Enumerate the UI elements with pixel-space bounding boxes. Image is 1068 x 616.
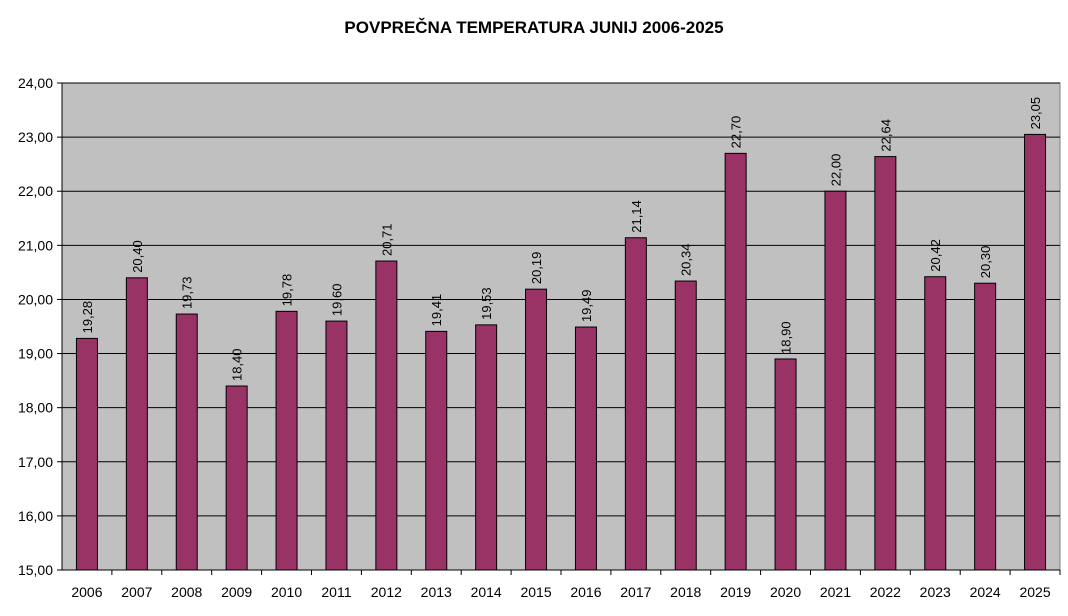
x-tick-label: 2017 [620, 584, 651, 600]
y-tick-label: 16,00 [18, 508, 53, 524]
bar [225, 385, 248, 571]
bar [824, 190, 847, 571]
x-tick-label: 2006 [71, 584, 102, 600]
y-tick-label: 18,00 [18, 400, 53, 416]
x-tick-label: 2014 [471, 584, 502, 600]
y-tick-label: 22,00 [18, 183, 53, 199]
x-tick-label: 2020 [770, 584, 801, 600]
x-axis: 2006 2007 2008 2009 2010 2011 2012 2013 2014 2015… [62, 569, 1061, 600]
data-label: 20,19 [529, 252, 544, 285]
x-tick-label: 2019 [720, 584, 751, 600]
y-tick-label: 24,00 [18, 75, 53, 91]
data-label: 19,78 [280, 274, 295, 307]
bar [475, 324, 498, 571]
data-label: 19,49 [579, 289, 594, 322]
data-label: 19,41 [429, 294, 444, 327]
x-tick-label: 2008 [171, 584, 202, 600]
bar [724, 152, 747, 571]
bar [175, 313, 198, 571]
data-label: 22,64 [878, 119, 893, 152]
y-tick-label: 23,00 [18, 129, 53, 145]
x-tick-label: 2016 [570, 584, 601, 600]
data-label: 20,30 [978, 246, 993, 279]
data-label: 23,05 [1028, 97, 1043, 130]
chart-title: POVPREČNA TEMPERATURA JUNIJ 2006-2025 [344, 18, 724, 37]
data-label: 18,40 [230, 348, 245, 381]
x-tick-label: 2011 [321, 584, 351, 600]
x-tick-label: 2023 [920, 584, 951, 600]
x-tick-label: 2010 [271, 584, 302, 600]
data-label: 19,28 [80, 301, 95, 334]
data-label: 19,60 [329, 284, 344, 317]
data-label: 19,53 [479, 287, 494, 320]
bar [624, 237, 647, 571]
bars [75, 133, 1047, 571]
plot-area [61, 82, 1061, 571]
bar [874, 156, 897, 571]
bar [674, 280, 697, 571]
x-tick-label: 2007 [121, 584, 152, 600]
data-label: 20,42 [928, 239, 943, 272]
bar [774, 358, 797, 571]
bar [125, 277, 148, 571]
y-tick-label: 19,00 [18, 346, 53, 362]
x-tick-label: 2021 [820, 584, 851, 600]
bar [924, 276, 947, 571]
data-label: 22,00 [828, 154, 843, 187]
bar [75, 337, 98, 571]
data-label: 21,14 [629, 200, 644, 233]
x-tick-label: 2018 [670, 584, 701, 600]
data-label: 20,71 [379, 223, 394, 256]
x-tick-label: 2013 [421, 584, 452, 600]
bar [375, 260, 398, 571]
x-tick-label: 2024 [970, 584, 1001, 600]
data-label: 18,90 [779, 321, 794, 354]
y-tick-label: 15,00 [18, 562, 53, 578]
data-label: 20,40 [130, 240, 145, 273]
x-tick-label: 2012 [371, 584, 402, 600]
y-tick-label: 21,00 [18, 237, 53, 253]
y-axis: 15,00 16,00 17,00 18,00 19,00 20,00 21,00 22,00… [18, 75, 63, 578]
bar [275, 310, 298, 571]
bar [525, 288, 548, 571]
y-tick-label: 20,00 [18, 291, 53, 307]
x-tick-label: 2015 [520, 584, 551, 600]
data-labels: 19,28 20,40 19,73 18,40 19,78 19,60 20,71 19,41… [80, 97, 1043, 381]
bar [325, 320, 348, 571]
bar [1024, 133, 1047, 571]
data-label: 22,70 [729, 116, 744, 149]
bar [574, 326, 597, 571]
bar [425, 330, 448, 571]
x-tick-label: 2022 [870, 584, 901, 600]
y-tick-label: 17,00 [18, 454, 53, 470]
data-label: 20,34 [679, 243, 694, 276]
bar [974, 282, 997, 571]
x-tick-label: 2009 [221, 584, 252, 600]
x-tick-label: 2025 [1019, 584, 1050, 600]
data-label: 19,73 [180, 277, 195, 310]
